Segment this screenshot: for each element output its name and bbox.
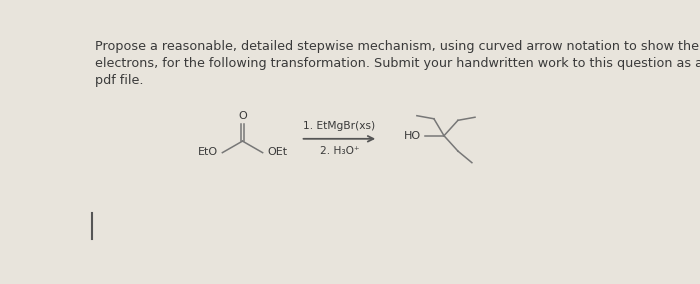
Text: 1. EtMgBr(xs): 1. EtMgBr(xs) bbox=[303, 121, 375, 131]
Text: OEt: OEt bbox=[267, 147, 288, 157]
Text: O: O bbox=[238, 111, 247, 121]
Text: HO: HO bbox=[404, 131, 421, 141]
Text: EtO: EtO bbox=[197, 147, 218, 157]
Text: Propose a reasonable, detailed stepwise mechanism, using curved arrow notation t: Propose a reasonable, detailed stepwise … bbox=[95, 40, 700, 87]
Text: 2. H₃O⁺: 2. H₃O⁺ bbox=[320, 147, 359, 156]
